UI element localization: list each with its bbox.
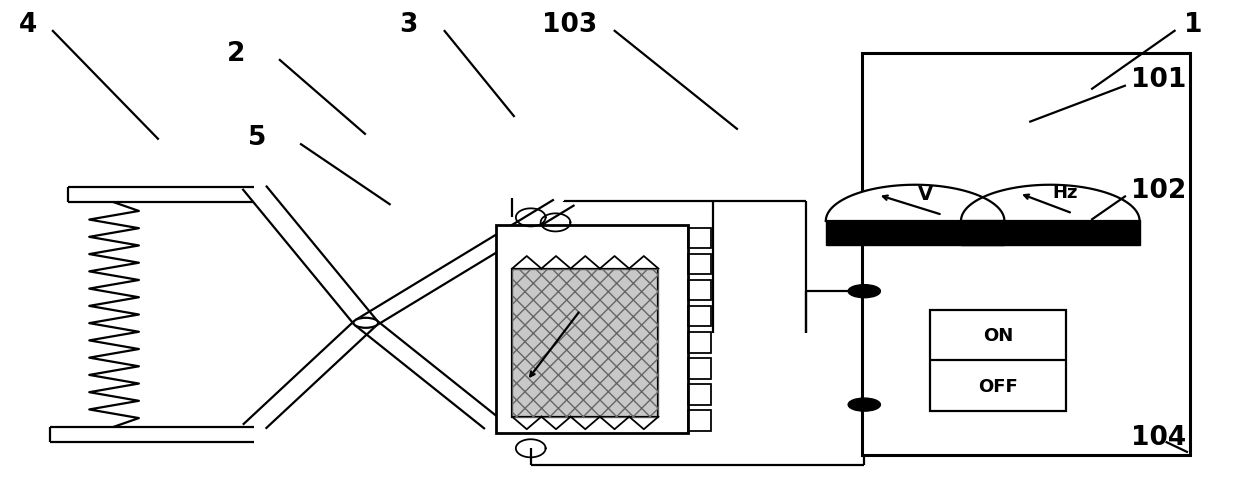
Bar (688, 332, 711, 353)
Bar (961, 221, 1140, 245)
Bar (826, 221, 1004, 245)
Text: OFF: OFF (978, 377, 1018, 395)
Bar (862, 54, 1190, 455)
Bar (688, 254, 711, 275)
Bar (688, 306, 711, 327)
Bar (688, 384, 711, 405)
Bar (688, 358, 711, 379)
Text: 3: 3 (399, 12, 418, 38)
Text: 104: 104 (1131, 424, 1185, 450)
Circle shape (848, 398, 880, 411)
Text: ON: ON (983, 327, 1013, 345)
Text: 4: 4 (19, 12, 37, 38)
Bar (930, 311, 1066, 411)
Text: Hz: Hz (1053, 183, 1078, 201)
Bar (496, 225, 688, 433)
Circle shape (353, 318, 378, 328)
Text: 102: 102 (1131, 177, 1187, 203)
Bar (512, 269, 658, 417)
Bar (688, 410, 711, 431)
Text: 103: 103 (542, 12, 598, 38)
Bar (688, 280, 711, 301)
Circle shape (848, 285, 880, 298)
Text: V: V (918, 184, 932, 203)
Polygon shape (961, 185, 1140, 221)
Polygon shape (826, 185, 1004, 221)
Text: 5: 5 (248, 125, 267, 151)
Text: 101: 101 (1131, 67, 1187, 93)
Text: 1: 1 (1184, 12, 1203, 38)
Bar (688, 228, 711, 249)
Bar (512, 269, 658, 417)
Text: 2: 2 (227, 41, 246, 67)
